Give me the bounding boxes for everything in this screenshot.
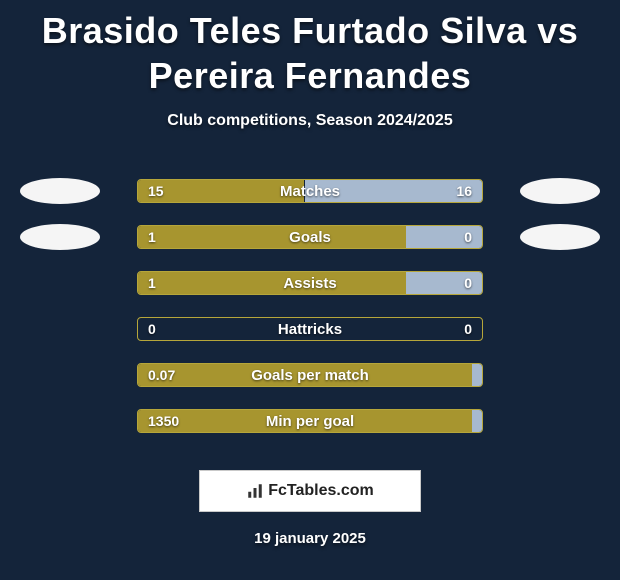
stat-bar: 10Goals (137, 225, 483, 249)
stat-row: 10Assists (0, 260, 620, 306)
stat-label: Assists (138, 272, 482, 294)
stat-label: Hattricks (138, 318, 482, 340)
stat-row: 0.07Goals per match (0, 352, 620, 398)
stat-bar: 1350Min per goal (137, 409, 483, 433)
stat-label: Min per goal (138, 410, 482, 432)
brand-box[interactable]: FcTables.com (199, 470, 421, 512)
stat-bar: 00Hattricks (137, 317, 483, 341)
stat-row: 1516Matches (0, 168, 620, 214)
chart-icon (246, 482, 264, 500)
brand-text: FcTables.com (268, 482, 374, 500)
stat-row: 00Hattricks (0, 306, 620, 352)
stat-label: Goals per match (138, 364, 482, 386)
team-shirt-left (20, 178, 100, 204)
page-subtitle: Club competitions, Season 2024/2025 (0, 112, 620, 130)
stat-row: 10Goals (0, 214, 620, 260)
team-shirt-right (520, 178, 600, 204)
team-shirt-right (520, 224, 600, 250)
footer-date: 19 january 2025 (0, 530, 620, 547)
stat-bar: 1516Matches (137, 179, 483, 203)
stat-label: Goals (138, 226, 482, 248)
team-shirt-left (20, 224, 100, 250)
stats-rows: 1516Matches 10Goals 10Assists 00Hattricks 0.… (0, 168, 620, 444)
stat-bar: 0.07Goals per match (137, 363, 483, 387)
stat-bar: 10Assists (137, 271, 483, 295)
stat-row: 1350Min per goal (0, 398, 620, 444)
page-title: Brasido Teles Furtado Silva vs Pereira F… (0, 0, 620, 98)
stat-label: Matches (138, 180, 482, 202)
